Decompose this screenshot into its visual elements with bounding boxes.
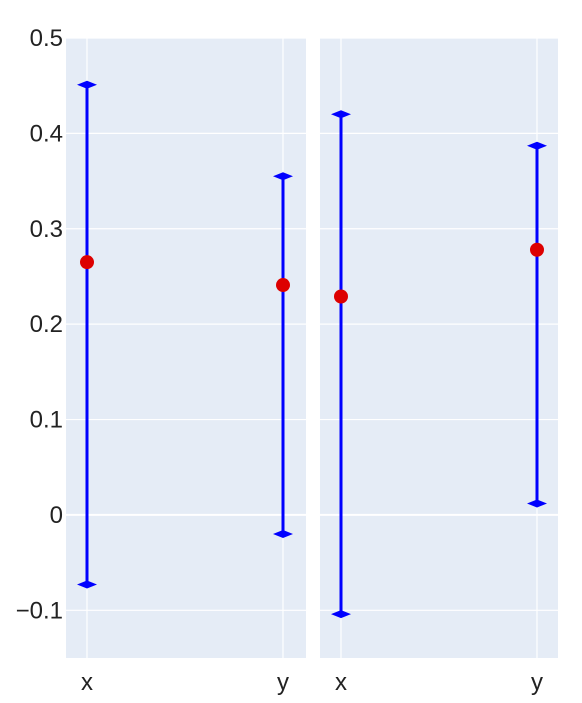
data-point-right-x xyxy=(334,289,348,304)
error-cap-low-left-y xyxy=(273,530,293,538)
error-cap-high-left-x xyxy=(77,80,97,89)
y-tick-label: 0.5 xyxy=(30,25,63,52)
data-point-right-y xyxy=(530,242,544,257)
y-tick-label: 0.4 xyxy=(30,120,63,147)
data-point-left-y xyxy=(276,278,290,293)
plot-area-left xyxy=(66,38,306,658)
error-cap-high-right-x xyxy=(331,110,351,119)
y-tick-label: 0.3 xyxy=(30,216,63,243)
error-cap-high-right-y xyxy=(527,141,547,150)
error-cap-low-left-x xyxy=(77,580,97,589)
error-cap-low-right-y xyxy=(527,499,547,508)
error-cap-high-left-y xyxy=(273,172,293,181)
x-tick-label-left-x: x xyxy=(81,669,93,696)
x-tick-label-left-y: y xyxy=(277,669,289,696)
y-tick-label: 0.2 xyxy=(30,311,63,338)
x-tick-label-right-y: y xyxy=(531,669,543,696)
error-cap-low-right-x xyxy=(331,610,351,619)
y-tick-label: 0.1 xyxy=(30,407,63,434)
plot-area-right xyxy=(320,38,558,658)
y-tick-label: 0 xyxy=(50,502,63,529)
data-point-left-x xyxy=(80,255,94,270)
x-tick-label-right-x: x xyxy=(335,669,347,696)
y-tick-label: −0.1 xyxy=(16,597,63,624)
